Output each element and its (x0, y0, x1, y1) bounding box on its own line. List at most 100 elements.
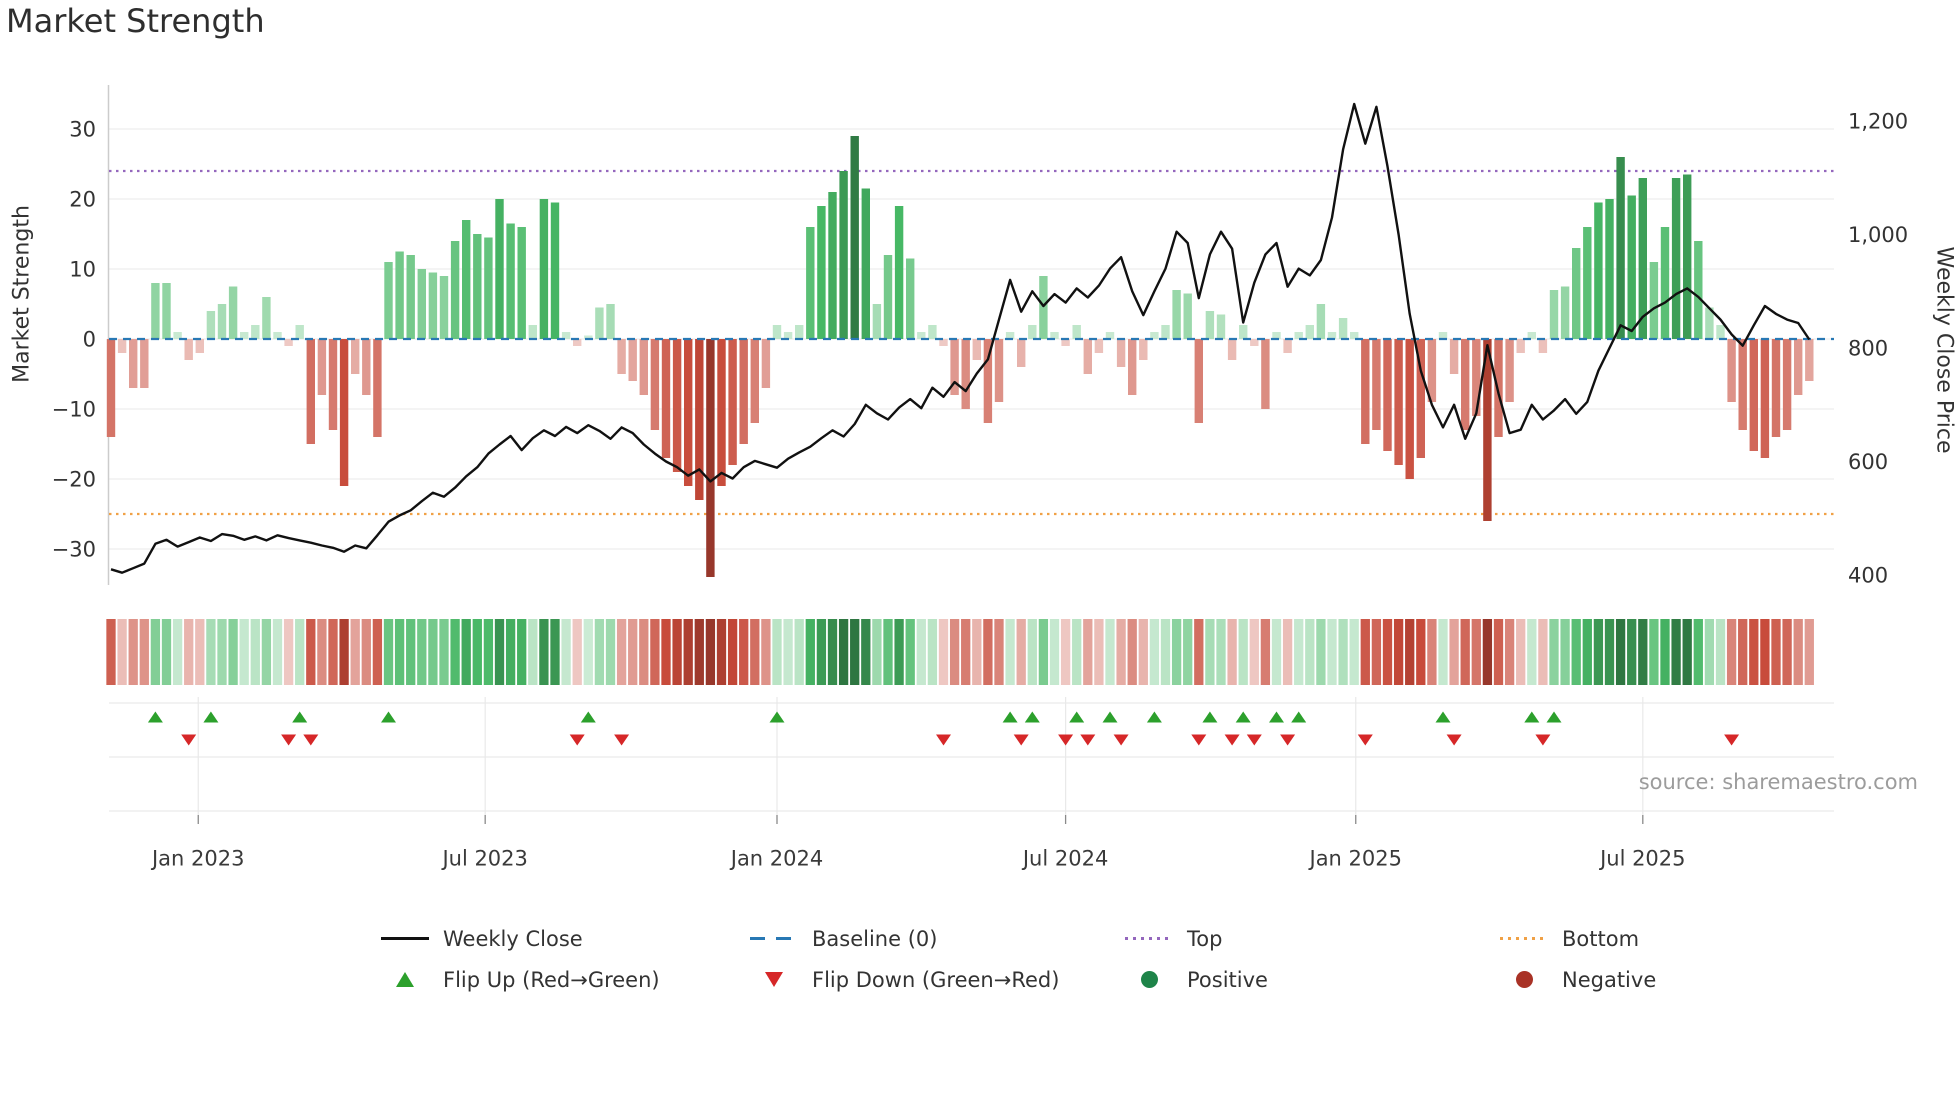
heatmap-cell (1027, 619, 1037, 685)
strength-bar (739, 339, 748, 444)
y-tick-label-left: 20 (69, 187, 96, 211)
strength-bar (584, 335, 593, 339)
heatmap-cell (1271, 619, 1282, 685)
strength-bar (994, 339, 1004, 402)
heatmap-cell (1227, 619, 1237, 685)
strength-bar (1372, 339, 1381, 430)
y-tick-label-right: 600 (1848, 450, 1888, 474)
heatmap-cell (694, 619, 704, 685)
strength-bar (850, 136, 859, 339)
strength-bar (1516, 339, 1525, 353)
heatmap-cell (306, 619, 316, 685)
strength-bar (1327, 332, 1337, 339)
heatmap-cell (428, 619, 438, 685)
strength-bar (1172, 290, 1181, 339)
heatmap-cell (1649, 619, 1659, 685)
heatmap-cell (161, 619, 172, 685)
strength-bar (273, 332, 282, 339)
strength-bar (251, 325, 260, 339)
heatmap-cell (1016, 619, 1026, 685)
strength-bar (539, 199, 549, 339)
strength-bar (484, 237, 493, 339)
strength-bar (573, 339, 582, 346)
strength-bar (495, 199, 504, 339)
strength-bar (1161, 325, 1170, 339)
legend-item-baseline: Baseline (0) (750, 927, 1125, 951)
heatmap-cell (1771, 619, 1781, 685)
heatmap-cell (195, 619, 205, 685)
strength-bar (1683, 174, 1692, 339)
strength-bar (561, 332, 571, 339)
heatmap-cell (838, 619, 849, 685)
strength-bar (1361, 339, 1370, 444)
heatmap-cell (905, 619, 915, 685)
heatmap-cell (628, 619, 638, 685)
heatmap-cell (872, 619, 882, 685)
y-tick-label-left: −10 (52, 397, 96, 421)
flip-up-triangle-icon (381, 972, 429, 987)
source-credit: source: sharemaestro.com (1638, 770, 1918, 794)
heatmap-cell (572, 619, 582, 685)
x-tick-label: Jul 2024 (1021, 846, 1108, 870)
strength-bar (506, 223, 515, 339)
heatmap-cell (217, 619, 227, 685)
heatmap-cell (1171, 619, 1182, 685)
strength-bar (828, 192, 837, 339)
heatmap-cell (461, 619, 471, 685)
y-tick-label-left: 10 (69, 257, 96, 281)
heatmap-cell (361, 619, 371, 685)
strength-bar (1671, 178, 1681, 339)
heatmap-cell (1127, 619, 1137, 685)
heatmap-cell (894, 619, 904, 685)
heatmap-cell (505, 619, 516, 685)
heatmap-cell (1149, 619, 1160, 685)
heatmap-cell (1349, 619, 1359, 685)
strength-bar (1738, 339, 1747, 430)
legend-item-negative: Negative (1500, 968, 1820, 992)
heatmap-cell (1393, 619, 1404, 685)
flip-up-marker (580, 711, 596, 723)
heatmap-cell (1782, 619, 1792, 685)
heatmap-cell (1749, 619, 1759, 685)
strength-bar (1128, 339, 1137, 395)
strength-bar (428, 272, 438, 339)
x-tick-label: Jan 2025 (1308, 846, 1403, 870)
heatmap-cell (1038, 619, 1049, 685)
heatmap-cell (1682, 619, 1692, 685)
heatmap-cell (1405, 619, 1415, 685)
strength-bar (1294, 332, 1303, 339)
strength-bar (1705, 307, 1714, 339)
strength-bar (106, 339, 116, 437)
strength-bar (162, 283, 171, 339)
strength-bar (384, 262, 393, 339)
strength-bar (706, 339, 715, 577)
legend-item-flip-down: Flip Down (Green→Red) (750, 968, 1125, 992)
heatmap-cell (1660, 619, 1670, 685)
flip-up-marker (1069, 711, 1085, 723)
strength-bar (262, 297, 271, 339)
flip-up-marker (1202, 711, 1218, 723)
strength-bar (1438, 332, 1448, 339)
heatmap-cell (250, 619, 260, 685)
heatmap-cell (1083, 619, 1093, 685)
heatmap-cell (1516, 619, 1526, 685)
strength-bar (439, 276, 449, 339)
flip-down-marker (1058, 734, 1074, 746)
flip-down-marker (1446, 734, 1462, 746)
heatmap-cell (1438, 619, 1448, 685)
strength-bar (761, 339, 771, 388)
strength-bar (1494, 339, 1503, 437)
strength-bar (950, 339, 959, 395)
left-axis-title: Market Strength (9, 205, 35, 383)
heatmap-cell (650, 619, 660, 685)
heatmap-cell (295, 619, 305, 685)
flip-up-marker (1002, 711, 1018, 723)
y-tick-label-left: 30 (69, 117, 96, 141)
baseline-dash-icon (750, 937, 798, 940)
strength-bar (1649, 262, 1659, 339)
heatmap-cell (1560, 619, 1570, 685)
heatmap-cell (317, 619, 327, 685)
legend-label-weekly-close: Weekly Close (443, 926, 583, 951)
flip-down-marker (936, 734, 951, 746)
